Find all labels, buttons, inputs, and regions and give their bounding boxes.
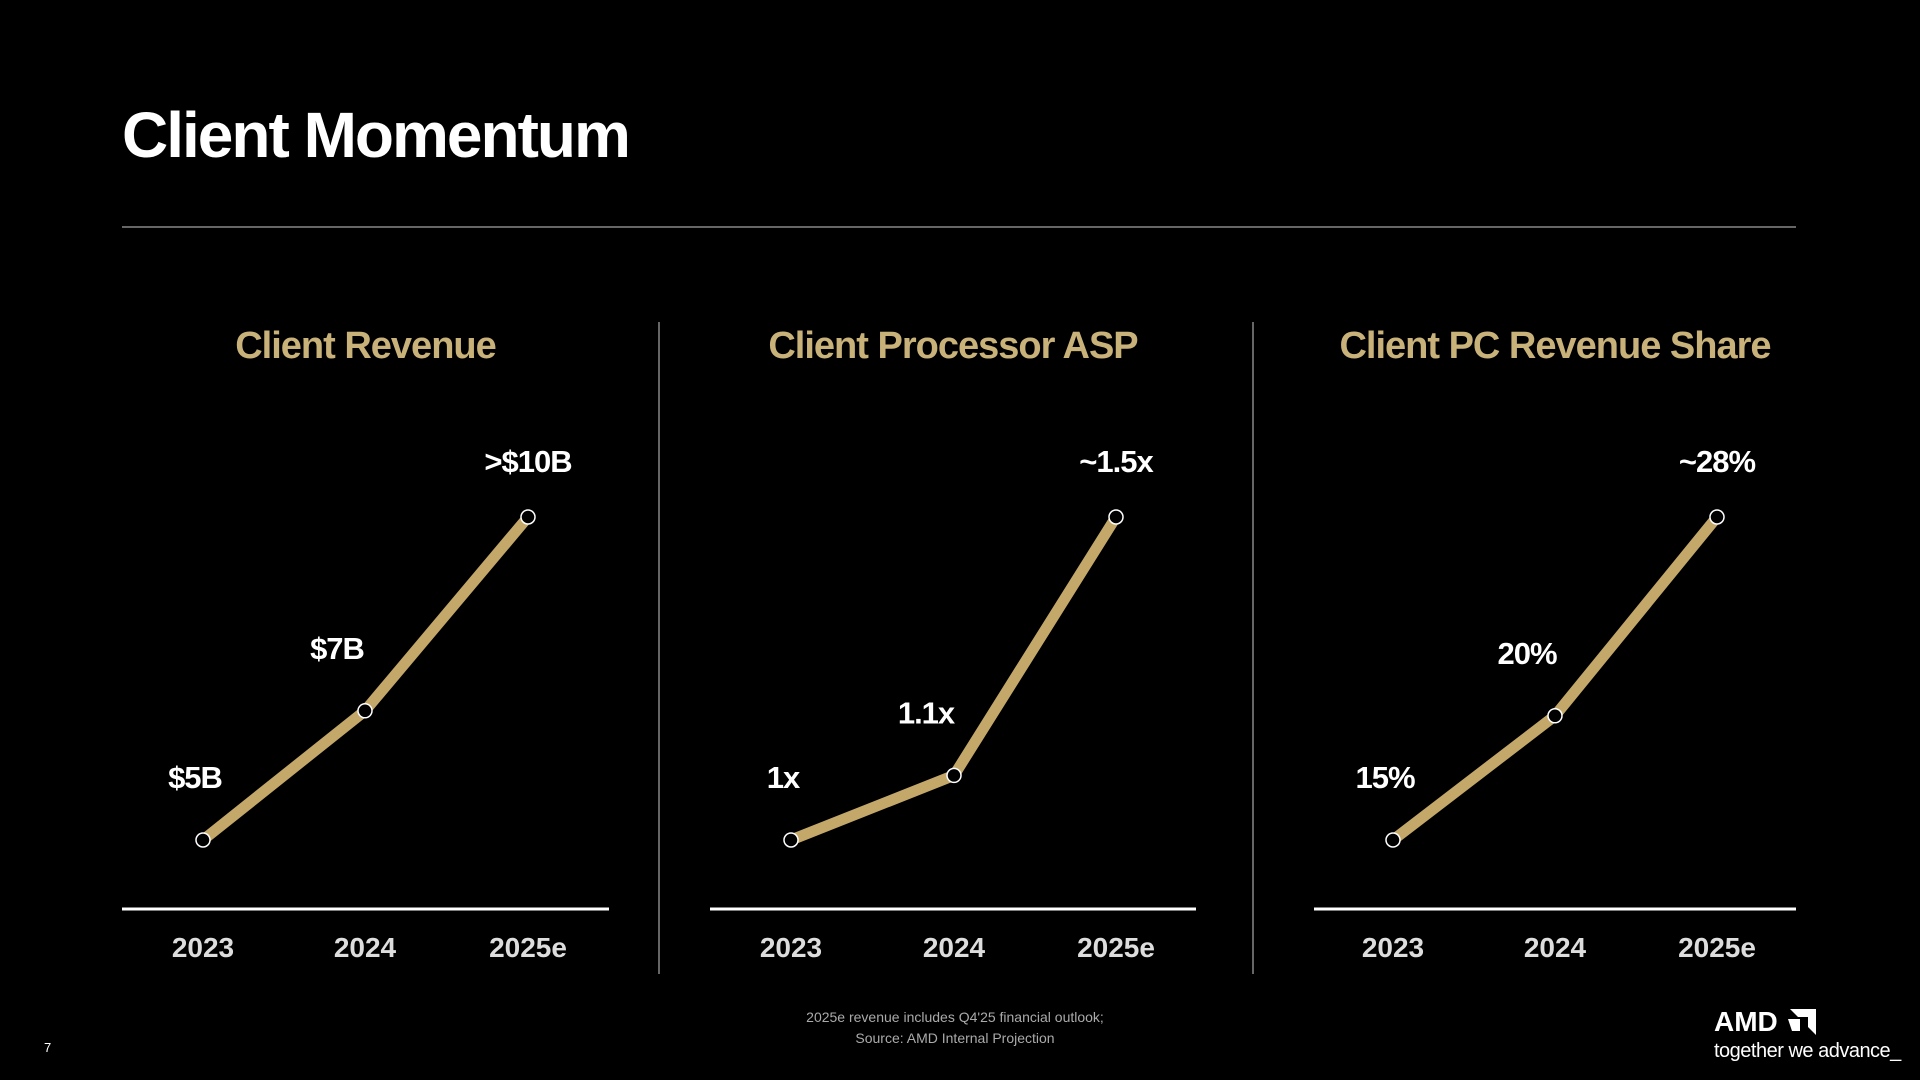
chart-title: Client Processor ASP <box>768 325 1138 367</box>
value-label: $7B <box>310 631 364 666</box>
point <box>195 832 211 848</box>
point <box>1709 509 1725 525</box>
slide-title: Client Momentum <box>122 99 629 171</box>
x-tick-label: 2024 <box>923 932 986 963</box>
logo-mark <box>1788 1009 1816 1035</box>
logo-brand: AMD <box>1714 1006 1778 1037</box>
value-label: 1x <box>767 760 801 795</box>
point <box>1385 832 1401 848</box>
point <box>1547 708 1563 724</box>
logo-tagline: together we advance_ <box>1714 1040 1902 1062</box>
x-tick-label: 2025e <box>489 932 567 963</box>
point <box>946 767 962 784</box>
x-tick-label: 2023 <box>172 932 234 963</box>
value-label: $5B <box>168 760 222 795</box>
footnote: 2025e revenue includes Q4'25 financial o… <box>806 1009 1104 1025</box>
point <box>520 509 536 525</box>
x-tick-label: 2024 <box>1524 932 1587 963</box>
value-label: 15% <box>1355 760 1414 795</box>
x-tick-label: 2025e <box>1678 932 1756 963</box>
point <box>1108 509 1124 525</box>
chart-title: Client PC Revenue Share <box>1339 325 1770 367</box>
page-number: 7 <box>44 1040 51 1055</box>
value-label: 1.1x <box>898 695 956 730</box>
chart-title: Client Revenue <box>235 325 496 367</box>
point <box>357 703 373 719</box>
x-tick-label: 2025e <box>1077 932 1155 963</box>
value-label: 20% <box>1497 636 1556 671</box>
footnote: Source: AMD Internal Projection <box>855 1030 1054 1046</box>
x-tick-label: 2023 <box>760 932 822 963</box>
point <box>783 832 799 848</box>
x-tick-label: 2023 <box>1362 932 1424 963</box>
x-tick-label: 2024 <box>334 932 397 963</box>
value-label: ~28% <box>1679 444 1756 479</box>
value-label: ~1.5x <box>1079 444 1154 479</box>
value-label: >$10B <box>484 444 571 479</box>
